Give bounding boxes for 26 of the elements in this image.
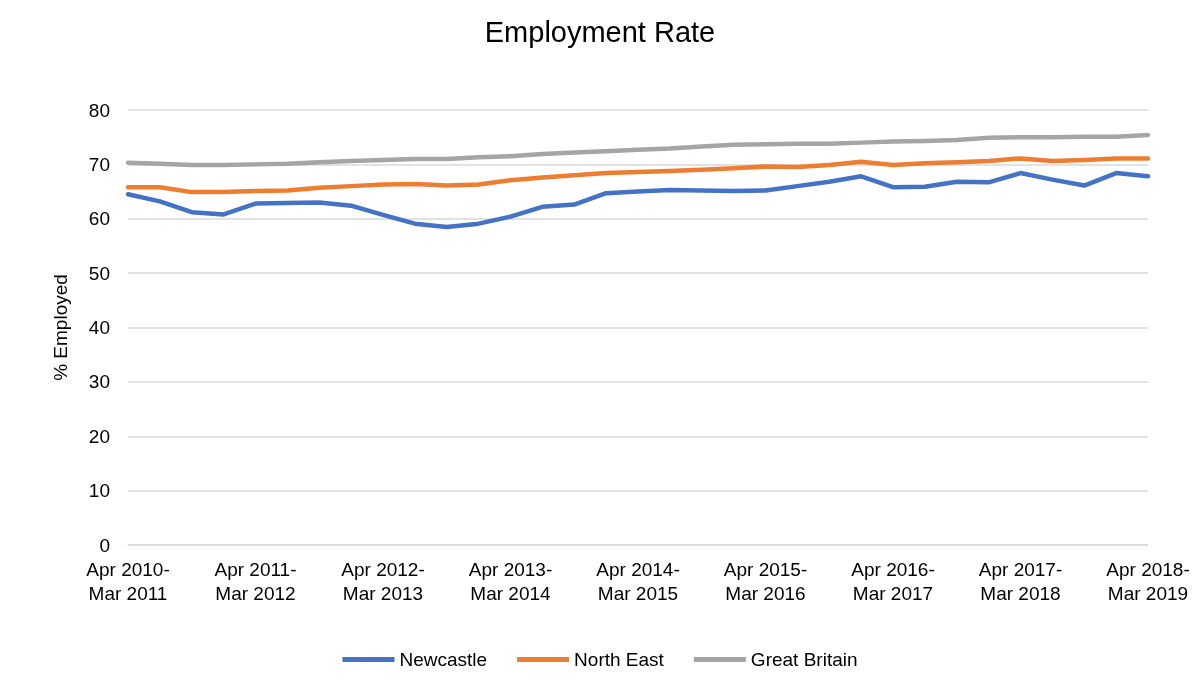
y-tick-label: 50 — [88, 262, 110, 284]
x-tick-label: Apr 2013- Mar 2014 — [468, 558, 553, 604]
x-tick-label: Apr 2014- Mar 2015 — [596, 558, 680, 604]
line-series — [125, 156, 1151, 195]
legend-label: North East — [574, 649, 665, 670]
y-tick-label: 80 — [88, 99, 110, 121]
y-tick-label: 10 — [88, 480, 110, 502]
y-tick-label: 30 — [88, 371, 110, 393]
y-axis-title: % Employed — [50, 274, 71, 381]
y-tick-label: 70 — [88, 153, 110, 175]
line-series — [125, 132, 1151, 168]
x-tick-label: Apr 2015- Mar 2016 — [723, 558, 808, 604]
x-tick-label: Apr 2017- Mar 2018 — [978, 558, 1063, 604]
y-tick-label: 60 — [88, 208, 110, 230]
x-tick-label: Apr 2012- Mar 2013 — [341, 558, 425, 604]
x-tick-label: Apr 2016- Mar 2017 — [851, 558, 935, 604]
x-tick-label: Apr 2010- Mar 2011 — [86, 558, 170, 604]
y-tick-label: 20 — [88, 425, 110, 447]
line-series — [125, 170, 1151, 230]
x-tick-label: Apr 2018- Mar 2019 — [1106, 558, 1190, 604]
y-tick-label: 0 — [99, 534, 110, 556]
y-tick-label: 40 — [88, 317, 110, 338]
legend-label: Newcastle — [399, 649, 488, 670]
legend-label: Great Britain — [750, 649, 858, 670]
chart-title: Employment Rate — [484, 15, 716, 48]
x-tick-label: Apr 2011- Mar 2012 — [214, 558, 297, 604]
